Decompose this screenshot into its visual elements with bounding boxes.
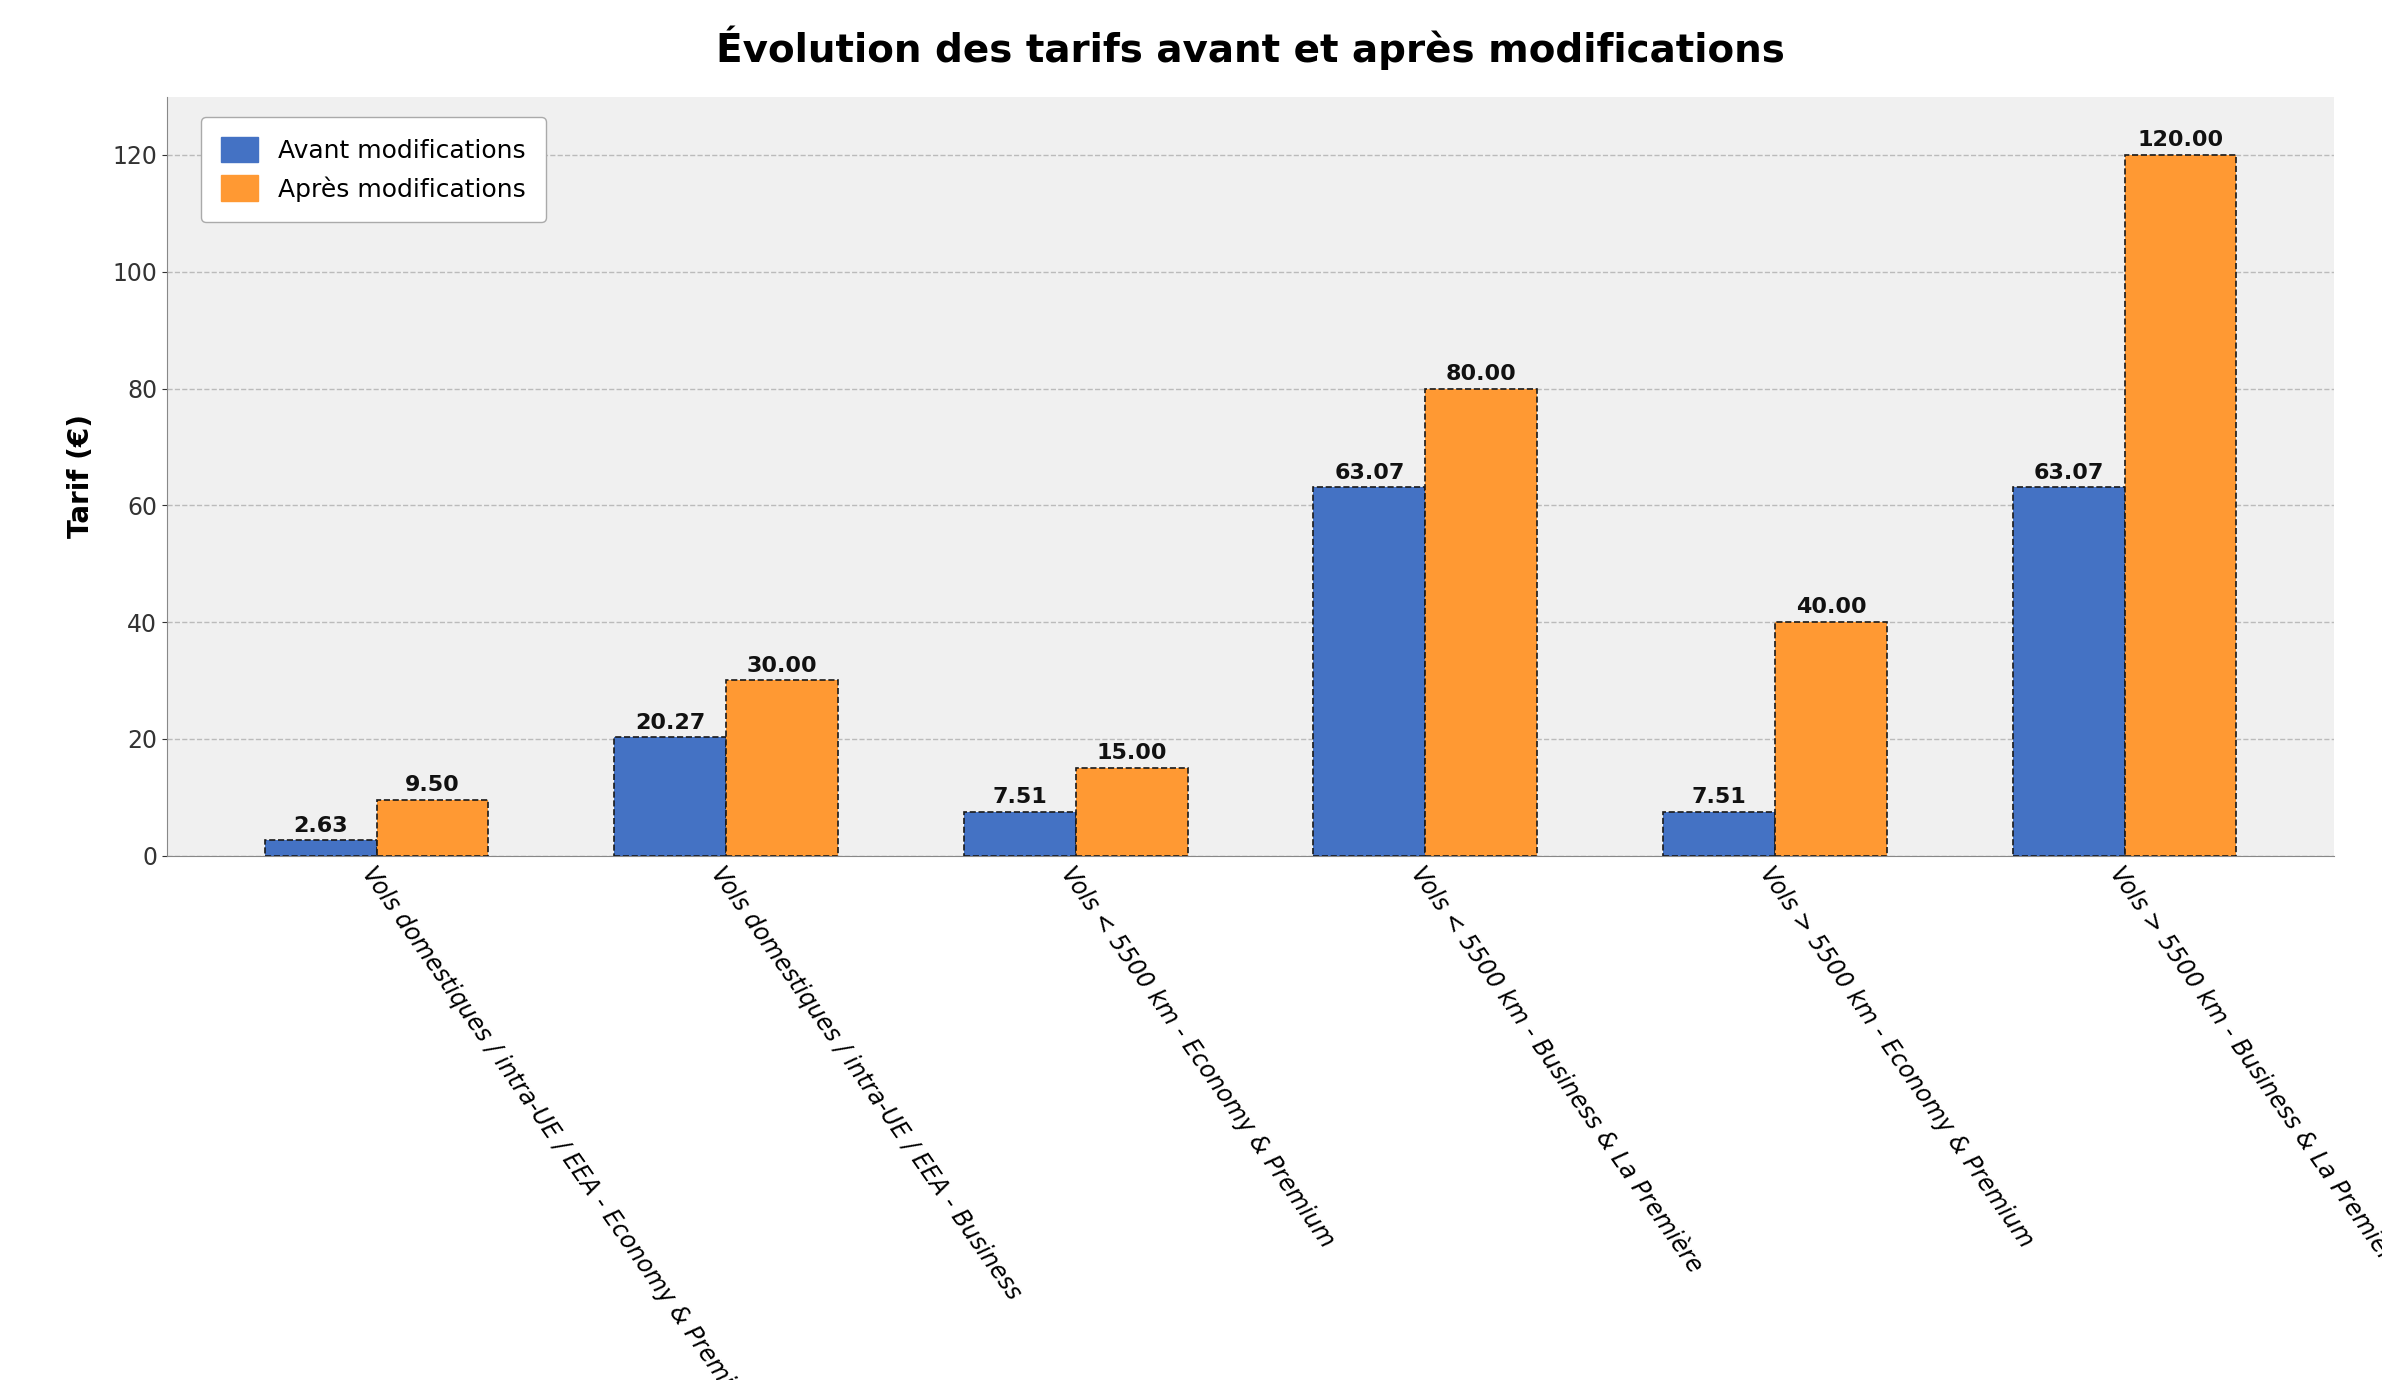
Bar: [965, 811, 1077, 856]
Text: 7.51: 7.51: [993, 787, 1048, 807]
Text: 80.00: 80.00: [1446, 364, 1517, 384]
Text: 30.00: 30.00: [746, 656, 817, 676]
Bar: [376, 800, 488, 856]
Bar: [1663, 811, 1775, 856]
Text: 120.00: 120.00: [2137, 130, 2222, 150]
Bar: [1775, 622, 1887, 856]
Text: 20.27: 20.27: [636, 712, 705, 733]
Bar: [264, 840, 376, 856]
Bar: [1312, 487, 1424, 856]
Text: 63.07: 63.07: [2034, 462, 2103, 483]
Title: Évolution des tarifs avant et après modifications: Évolution des tarifs avant et après modi…: [717, 25, 1784, 70]
Y-axis label: Tarif (€): Tarif (€): [67, 414, 95, 538]
Text: 40.00: 40.00: [1796, 598, 1865, 617]
Text: 2.63: 2.63: [293, 816, 348, 835]
Legend: Avant modifications, Après modifications: Avant modifications, Après modifications: [200, 117, 545, 222]
Bar: [727, 680, 838, 856]
Text: 9.50: 9.50: [405, 776, 460, 795]
Bar: [615, 737, 727, 856]
Bar: [1077, 769, 1189, 856]
Bar: [1424, 389, 1536, 856]
Text: 7.51: 7.51: [1691, 787, 1746, 807]
Text: 15.00: 15.00: [1096, 744, 1167, 763]
Bar: [2013, 487, 2125, 856]
Bar: [2125, 155, 2237, 856]
Text: 63.07: 63.07: [1334, 462, 1405, 483]
